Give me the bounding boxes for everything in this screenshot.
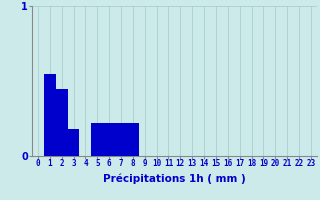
Bar [115, 123, 127, 156]
Bar [68, 129, 79, 156]
Bar [91, 123, 103, 156]
Bar [103, 123, 115, 156]
Bar [44, 73, 56, 156]
Bar [127, 123, 139, 156]
Bar [56, 88, 68, 156]
X-axis label: Précipitations 1h ( mm ): Précipitations 1h ( mm ) [103, 173, 246, 184]
